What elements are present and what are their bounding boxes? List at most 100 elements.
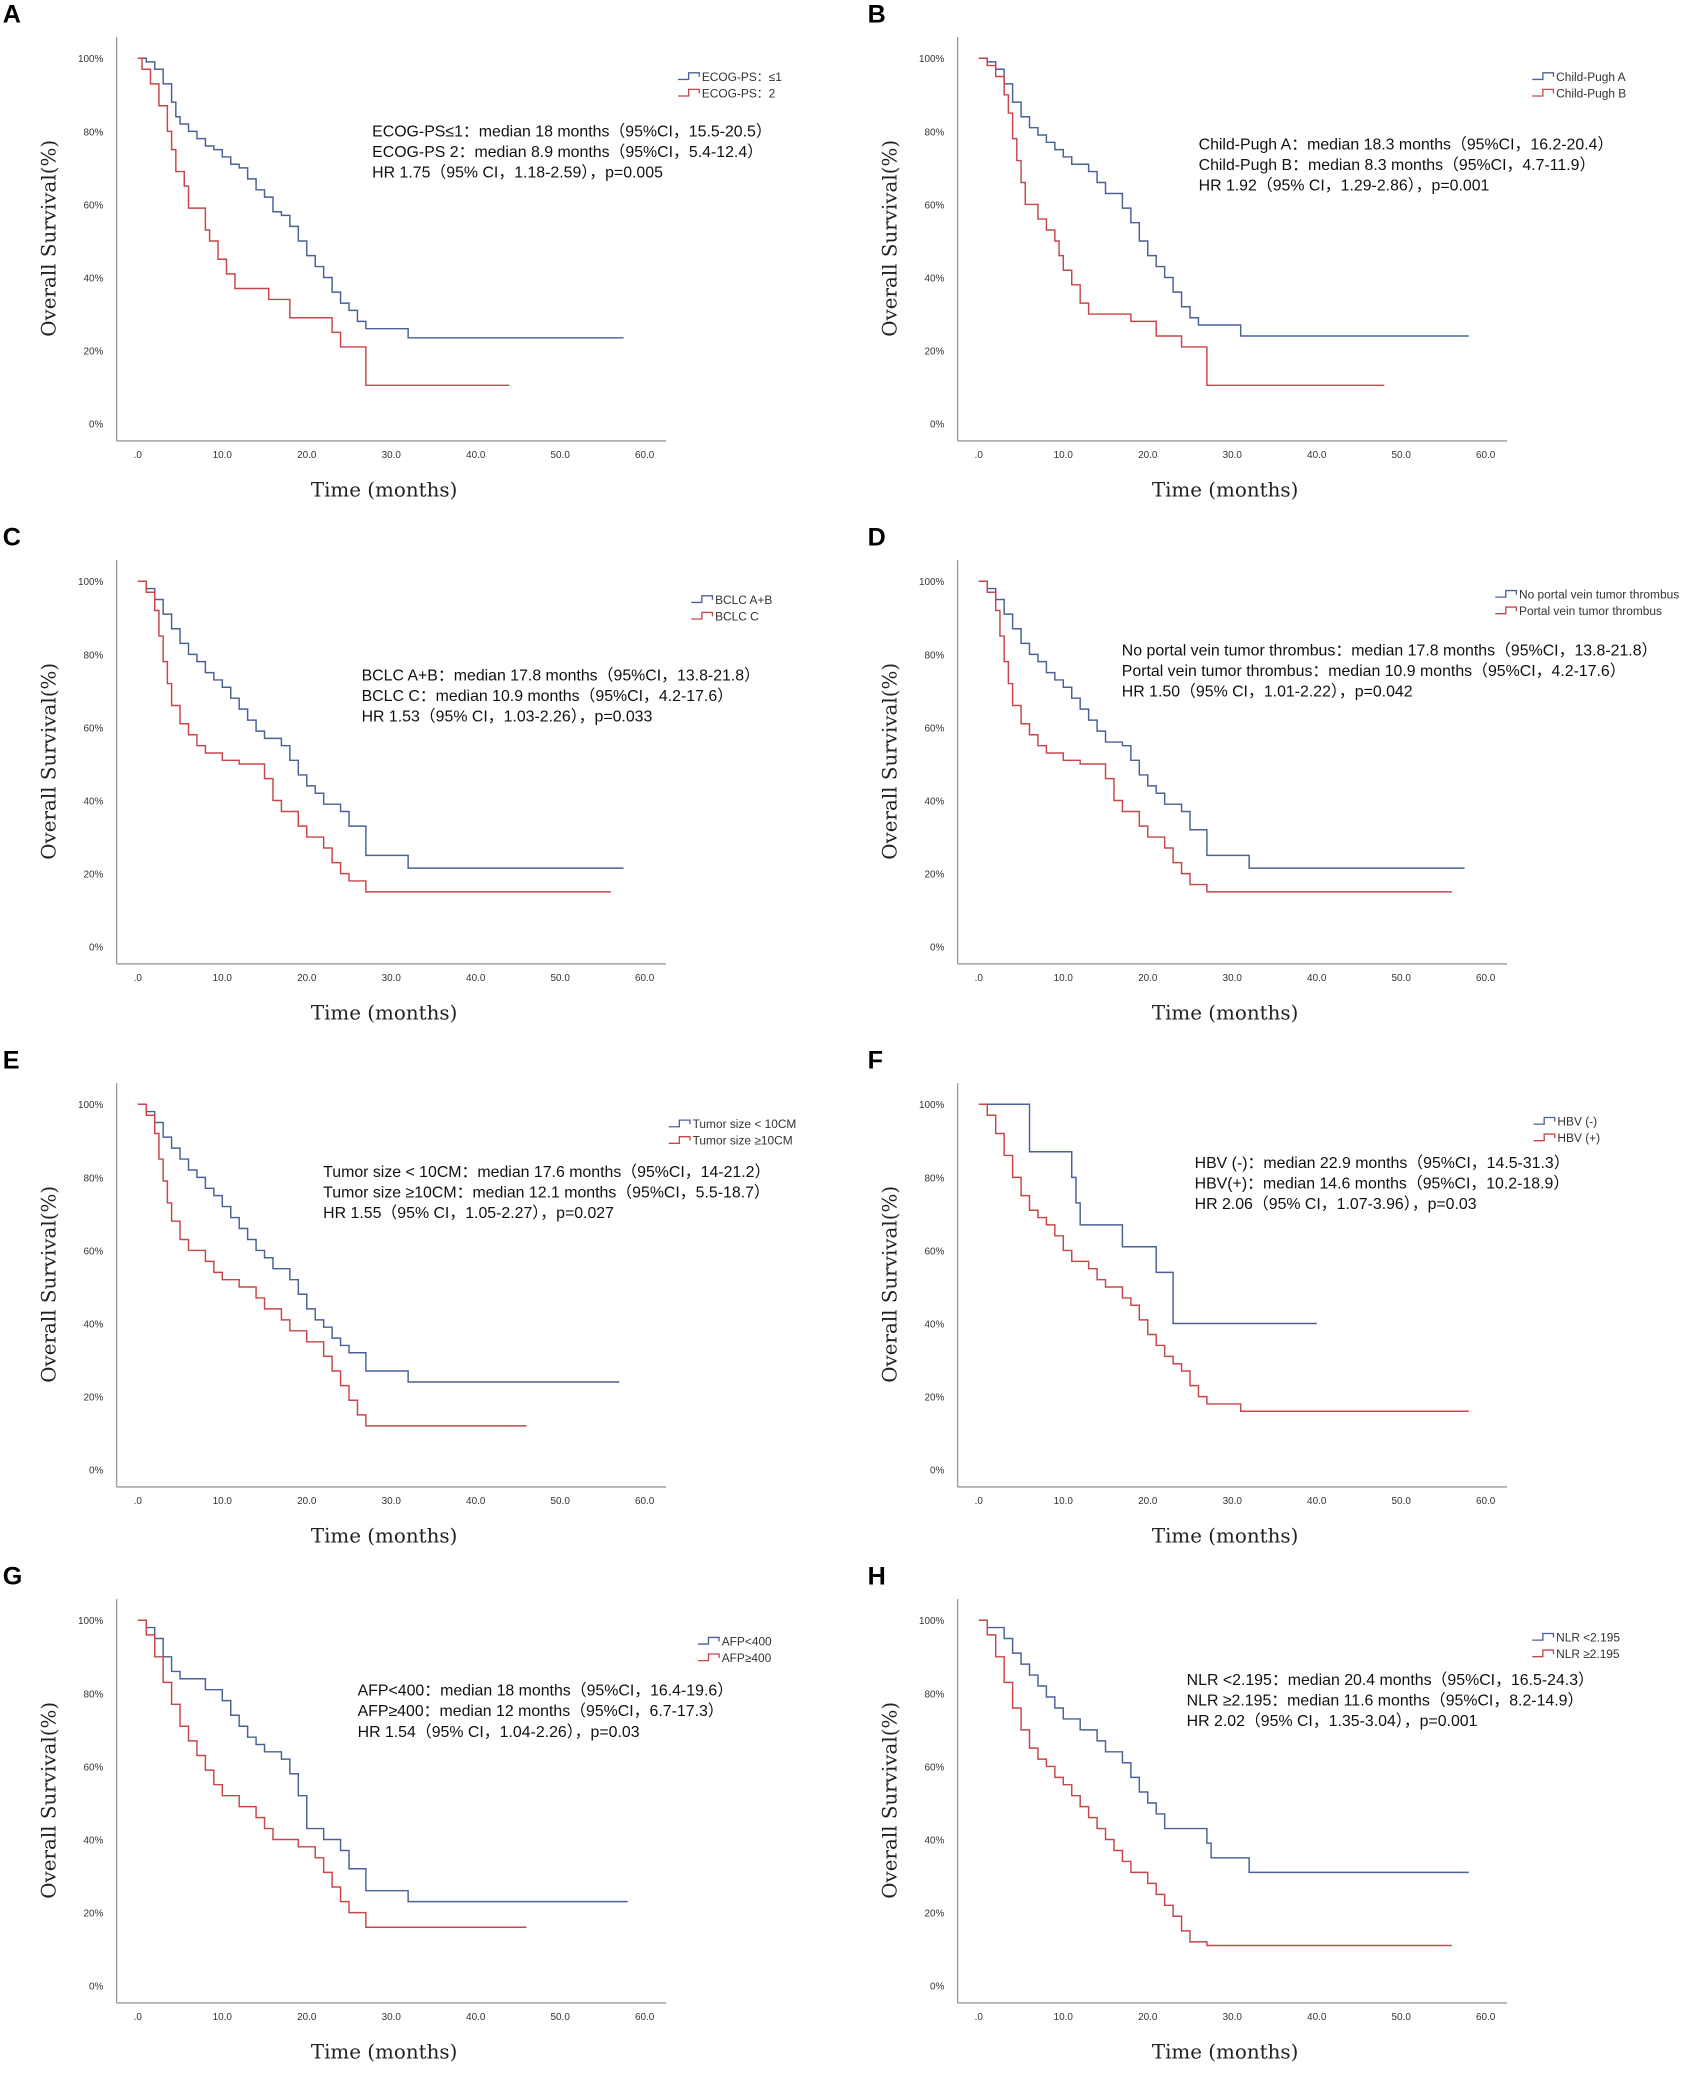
legend-label: Portal vein tumor thrombus (1519, 604, 1662, 618)
km-panel-f: F 0% 20% 40% 60% 80% 100% .0 10.0 20.0 30.0 40.0 50.… (841, 1046, 1682, 1569)
legend-label: AFP≥400 (722, 1651, 772, 1665)
y-tick-label: 80% (84, 1689, 104, 1700)
y-tick-label: 60% (84, 200, 104, 211)
y-tick-label: 20% (84, 1909, 104, 1920)
x-tick-label: .0 (134, 450, 143, 461)
survival-curve-blue (137, 1619, 628, 1903)
legend-swatch-red (1532, 88, 1555, 97)
panel-letter: A (3, 1, 21, 29)
km-plot: B 0% 20% 40% 60% 80% 100% .0 10.0 20.0 30.0 40.0 50.… (868, 1, 1627, 502)
survival-curve-red (137, 580, 611, 893)
x-axis-title: Time (months) (1152, 479, 1299, 502)
y-axis-title: Overall Survival(%) (879, 1702, 902, 1899)
legend-swatch-blue (691, 595, 714, 604)
annotation-line: ECOG-PS 2：median 8.9 months（95%CI，5.4-12… (372, 143, 763, 161)
x-tick-label: 60.0 (635, 973, 655, 984)
legend-swatch-red (668, 1136, 691, 1144)
panel-letter: D (868, 524, 886, 552)
legend-label: Tumor size < 10CM (693, 1117, 797, 1131)
y-tick-label: 40% (925, 1835, 945, 1846)
legend-label: ECOG-PS：2 (702, 86, 776, 100)
x-tick-label: 40.0 (466, 973, 486, 984)
y-tick-label: 100% (919, 577, 945, 588)
x-tick-label: 20.0 (1138, 1496, 1158, 1507)
y-tick-label: 20% (84, 1393, 104, 1404)
y-tick-label: 0% (89, 420, 104, 431)
y-tick-label: 80% (84, 127, 104, 138)
survival-curve-blue (978, 1103, 1317, 1325)
x-tick-label: .0 (134, 2012, 143, 2023)
panel-letter: B (868, 1, 886, 29)
y-tick-label: 40% (84, 796, 104, 807)
x-tick-label: 10.0 (213, 1496, 233, 1507)
survival-curve-red (137, 1103, 527, 1427)
annotation-line: Child-Pugh A：median 18.3 months（95%CI，16… (1199, 136, 1614, 154)
y-tick-label: 100% (78, 577, 104, 588)
x-tick-label: 30.0 (382, 973, 402, 984)
survival-curve-red (137, 57, 510, 387)
km-plot: A 0% 20% 40% 60% 80% 100% .0 10.0 20.0 30.0 40.0 50.… (3, 1, 782, 502)
survival-curve-red (978, 1103, 1469, 1412)
x-axis-title: Time (months) (1152, 1002, 1299, 1025)
x-tick-label: 10.0 (1054, 2012, 1074, 2023)
x-tick-label: 50.0 (1392, 973, 1412, 984)
legend-label: BCLC C (715, 609, 759, 623)
x-tick-label: 50.0 (551, 1496, 571, 1507)
x-axis-title: Time (months) (311, 2041, 458, 2064)
x-tick-label: 20.0 (297, 450, 317, 461)
y-axis-title: Overall Survival(%) (879, 1186, 902, 1383)
x-tick-label: 10.0 (1054, 1496, 1074, 1507)
legend-swatch-red (678, 88, 700, 97)
x-tick-label: 10.0 (213, 973, 233, 984)
x-tick-label: 20.0 (1138, 2012, 1158, 2023)
x-tick-label: .0 (975, 2012, 984, 2023)
panel-letter: G (3, 1563, 23, 1591)
y-tick-label: 0% (930, 1466, 945, 1477)
annotation-line: No portal vein tumor thrombus：median 17.… (1122, 641, 1658, 659)
survival-curve-blue (978, 57, 1469, 337)
y-tick-label: 60% (925, 200, 945, 211)
x-tick-label: 30.0 (382, 450, 402, 461)
y-tick-label: 20% (925, 870, 945, 881)
km-plot: F 0% 20% 40% 60% 80% 100% .0 10.0 20.0 30.0 40.0 50.… (868, 1047, 1601, 1548)
km-plot: C 0% 20% 40% 60% 80% 100% .0 10.0 20.0 30.0 40.0 50.… (3, 524, 773, 1025)
x-tick-label: 30.0 (1223, 2012, 1243, 2023)
legend-label: ECOG-PS：≤1 (702, 70, 782, 84)
y-axis-title: Overall Survival(%) (879, 140, 902, 337)
y-tick-label: 20% (925, 347, 945, 358)
km-plot: H 0% 20% 40% 60% 80% 100% .0 10.0 20.0 30.0 40.0 50.… (868, 1563, 1621, 2064)
y-tick-label: 80% (925, 127, 945, 138)
x-tick-label: 50.0 (551, 973, 571, 984)
km-plot: E 0% 20% 40% 60% 80% 100% .0 10.0 20.0 30.0 40.0 50.… (3, 1047, 797, 1548)
y-tick-label: 0% (89, 1466, 104, 1477)
legend-label: NLR ≥2.195 (1556, 1647, 1620, 1661)
legend-label: AFP<400 (722, 1634, 772, 1648)
legend-swatch-red (697, 1653, 720, 1662)
legend-swatch-red (691, 611, 714, 620)
y-tick-label: 100% (919, 1616, 945, 1627)
y-tick-label: 40% (925, 1319, 945, 1330)
y-tick-label: 60% (925, 723, 945, 734)
km-plot: G 0% 20% 40% 60% 80% 100% .0 10.0 20.0 30.0 40.0 50.… (3, 1563, 772, 2064)
x-tick-label: 20.0 (1138, 450, 1158, 461)
y-tick-label: 0% (89, 1982, 104, 1993)
annotation-line: AFP<400：median 18 months（95%CI，16.4-19.6… (358, 1682, 733, 1700)
x-tick-label: 60.0 (635, 450, 655, 461)
annotation-line: NLR ≥2.195：median 11.6 months（95%CI，8.2-… (1187, 1692, 1584, 1710)
legend-swatch-blue (1532, 1632, 1555, 1641)
x-tick-label: 20.0 (1138, 973, 1158, 984)
annotation-line: BCLC C：median 10.9 months（95%CI，4.2-17.6… (362, 687, 733, 705)
x-tick-label: 50.0 (1392, 1496, 1412, 1507)
legend-swatch-red (1532, 1649, 1555, 1658)
survival-curve-red (137, 1619, 527, 1928)
x-tick-label: 30.0 (382, 2012, 402, 2023)
annotation-line: HBV(+)：median 14.6 months（95%CI，10.2-18.… (1195, 1174, 1570, 1192)
x-tick-label: 50.0 (1392, 2012, 1412, 2023)
annotation-line: HR 1.92（95% CI，1.29-2.86），p=0.001 (1199, 177, 1490, 195)
x-tick-label: 20.0 (297, 1496, 317, 1507)
annotation-line: HR 1.54（95% CI，1.04-2.26），p=0.03 (358, 1723, 640, 1741)
legend-label: Child-Pugh A (1556, 70, 1626, 84)
y-axis-title: Overall Survival(%) (38, 1186, 61, 1383)
annotation-line: HR 1.50（95% CI，1.01-2.22），p=0.042 (1122, 682, 1413, 700)
y-tick-label: 40% (925, 796, 945, 807)
